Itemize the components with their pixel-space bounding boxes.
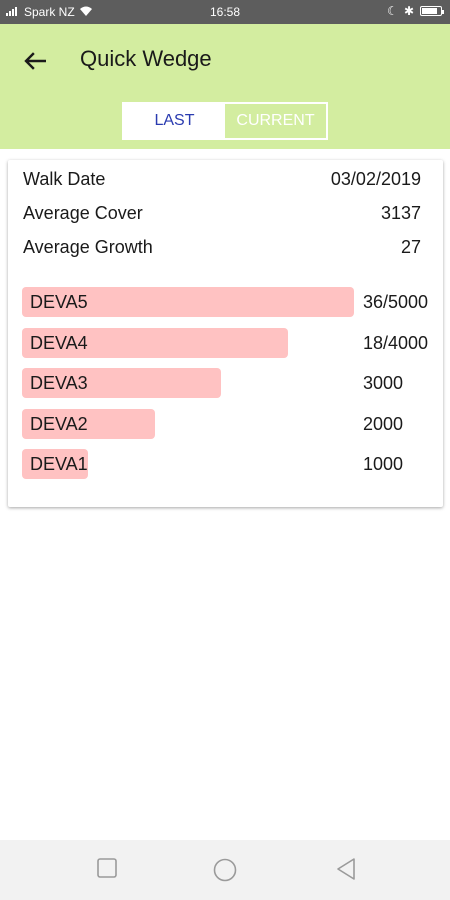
chart-row-deva2: DEVA2 2000 — [22, 408, 442, 439]
status-right: ☾ ✱ — [387, 4, 444, 18]
chart-bar-label: DEVA5 — [30, 292, 88, 312]
chart-value-label: 36/5000 — [363, 292, 429, 312]
circle-icon — [213, 858, 237, 882]
walk-date-value: 03/02/2019 — [330, 169, 421, 189]
average-cover-label: Average Cover — [23, 203, 143, 223]
chart-value-label: 3000 — [363, 373, 404, 393]
chart-bar-label: DEVA2 — [30, 413, 88, 434]
signal-icon — [6, 5, 20, 19]
chart-bar — [22, 449, 88, 479]
chart-row-deva5: DEVA5 36/5000 — [22, 287, 442, 317]
status-time: 16:58 — [209, 5, 241, 19]
chart-bar-label: DEVA3 — [30, 373, 88, 393]
app-bar: Quick Wedge LAST CURRENT — [0, 24, 450, 149]
average-growth-row: Average Growth 27 — [23, 237, 421, 261]
average-cover-row: Average Cover 3137 — [23, 203, 421, 227]
chart-row-deva1: DEVA1 1000 — [22, 449, 442, 479]
recent-apps-button[interactable] — [97, 858, 117, 883]
average-growth-value: 27 — [400, 237, 421, 257]
average-cover-value: 3137 — [380, 203, 421, 223]
arrow-left-icon — [24, 52, 46, 70]
chart-value-label: 18/4000 — [363, 332, 429, 353]
wifi-icon — [79, 5, 93, 19]
chart-bar — [22, 368, 221, 398]
back-button[interactable] — [18, 44, 52, 78]
moon-icon: ☾ — [387, 4, 398, 18]
status-left: Spark NZ — [6, 5, 93, 19]
tab-current[interactable]: CURRENT — [236, 112, 315, 129]
walk-date-label: Walk Date — [23, 169, 106, 189]
wedge-card: Walk Date 03/02/2019 Average Cover 3137 … — [8, 160, 443, 507]
average-growth-label: Average Growth — [23, 237, 153, 257]
chart-value-label: 2000 — [363, 413, 404, 434]
system-nav-bar — [0, 840, 450, 900]
page-title: Quick Wedge — [80, 46, 212, 71]
chart-bar-label: DEVA4 — [30, 332, 88, 353]
chart-bar — [22, 408, 155, 439]
square-icon — [97, 858, 117, 878]
home-button[interactable] — [213, 858, 237, 887]
chart-bar-label: DEVA1 — [30, 454, 88, 474]
bluetooth-icon: ✱ — [403, 4, 414, 18]
chart-bar — [22, 327, 288, 358]
status-bar: Spark NZ 16:58 ☾ ✱ — [0, 0, 450, 24]
chart-row-deva3: DEVA3 3000 — [22, 368, 442, 398]
chart-row-deva4: DEVA4 18/4000 — [22, 327, 442, 358]
chart-value-label: 1000 — [363, 454, 404, 474]
battery-icon — [420, 6, 444, 16]
tab-segment: LAST CURRENT — [122, 102, 328, 140]
carrier-label: Spark NZ — [24, 5, 75, 19]
back-nav-button[interactable] — [336, 858, 356, 885]
chart-bar — [22, 287, 354, 317]
tab-last[interactable]: LAST — [124, 104, 225, 138]
triangle-left-icon — [337, 858, 355, 880]
walk-date-row: Walk Date 03/02/2019 — [23, 169, 421, 193]
